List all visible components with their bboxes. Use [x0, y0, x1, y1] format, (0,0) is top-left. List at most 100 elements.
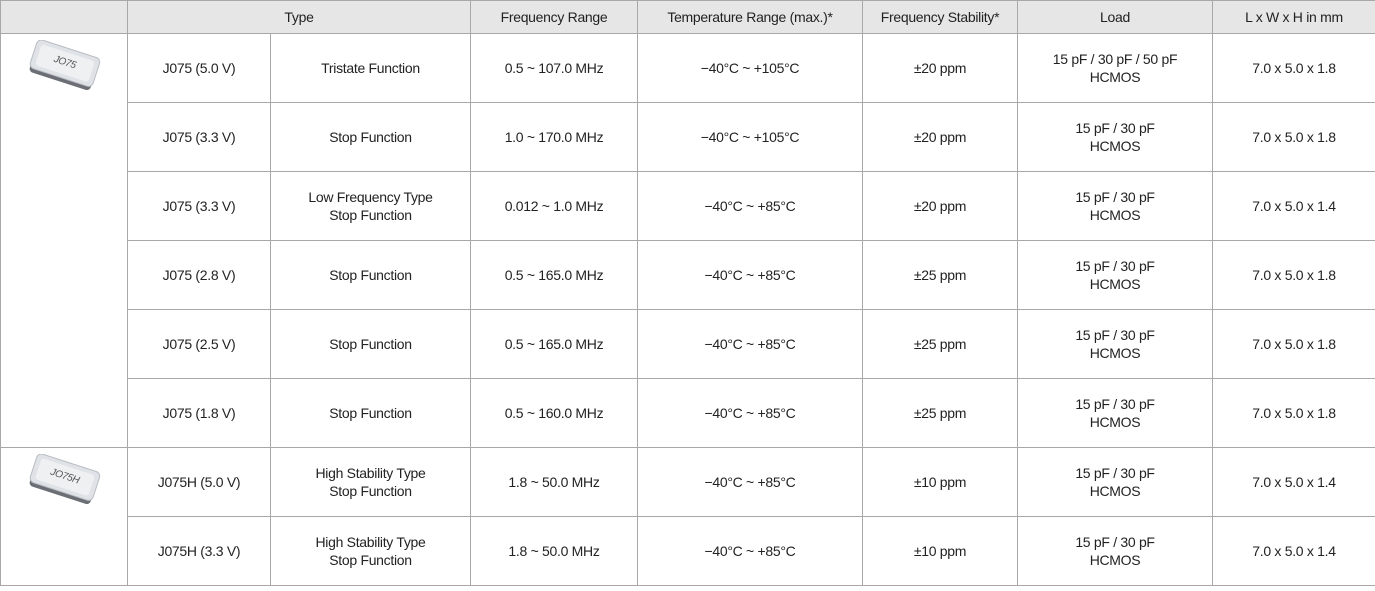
product-image: JO75H	[29, 453, 101, 505]
image-cell: JO75	[0, 33, 128, 448]
cell-line: Low Frequency Type	[308, 189, 433, 205]
header-cell: Frequency Range	[470, 0, 638, 34]
table-row: JO75H J075H (5.0 V) High Stability Type Sto…	[0, 447, 1375, 586]
cell-line: 15 pF / 30 pF	[1075, 327, 1155, 343]
table-cell: −40°C ~ +85°C	[637, 309, 863, 379]
table-cell: Low Frequency Type Stop Function	[270, 171, 471, 241]
cell-line: 15 pF / 30 pF	[1075, 189, 1155, 205]
table-row: J075 (2.5 V) Stop Function 0.5 ~ 165.0 MHz…	[1, 309, 1375, 379]
table-cell: −40°C ~ +85°C	[637, 378, 863, 448]
table-cell: J075 (5.0 V)	[127, 33, 271, 103]
table-cell: ±25 ppm	[862, 378, 1018, 448]
table-cell: 0.5 ~ 165.0 MHz	[470, 309, 638, 379]
cell-line: Stop Function	[329, 483, 412, 499]
cell-line: 15 pF / 30 pF	[1075, 120, 1155, 136]
cell-line: HCMOS	[1089, 414, 1141, 430]
table-cell: Stop Function	[270, 309, 471, 379]
cell-line: HCMOS	[1089, 207, 1141, 223]
table-cell: 15 pF / 30 pF / 50 pF HCMOS	[1017, 33, 1213, 103]
cell-line: 15 pF / 30 pF	[1075, 534, 1155, 550]
table-cell: −40°C ~ +85°C	[637, 240, 863, 310]
header-cell: Load	[1017, 0, 1213, 34]
header-cell: Type	[127, 0, 471, 34]
cell-line: HCMOS	[1089, 552, 1141, 568]
table-cell: 1.8 ~ 50.0 MHz	[470, 447, 638, 517]
header-cell: L x W x H in mm	[1212, 0, 1375, 34]
table-cell: −40°C ~ +105°C	[637, 102, 863, 172]
cell-line: 15 pF / 30 pF	[1075, 258, 1155, 274]
cell-line: Stop Function	[329, 552, 412, 568]
table-cell: 7.0 x 5.0 x 1.8	[1212, 33, 1375, 103]
table-cell: 7.0 x 5.0 x 1.4	[1212, 447, 1375, 517]
table-cell: 15 pF / 30 pF HCMOS	[1017, 378, 1213, 448]
table-cell: 15 pF / 30 pF HCMOS	[1017, 516, 1213, 586]
table-cell: 7.0 x 5.0 x 1.8	[1212, 378, 1375, 448]
cell-line: HCMOS	[1089, 345, 1141, 361]
header-cell: Frequency Stability*	[862, 0, 1018, 34]
table-cell: 0.5 ~ 165.0 MHz	[470, 240, 638, 310]
cell-line: HCMOS	[1089, 138, 1141, 154]
table-row: J075 (2.8 V) Stop Function 0.5 ~ 165.0 MHz…	[1, 240, 1375, 310]
table-cell: 0.5 ~ 160.0 MHz	[470, 378, 638, 448]
table-cell: ±10 ppm	[862, 447, 1018, 517]
table-cell: 1.8 ~ 50.0 MHz	[470, 516, 638, 586]
header-cell: Temperature Range (max.)*	[637, 0, 863, 34]
table-row: J075H (3.3 V) High Stability Type Stop Fun…	[1, 516, 1375, 586]
table-cell: 7.0 x 5.0 x 1.8	[1212, 309, 1375, 379]
table-cell: J075 (1.8 V)	[127, 378, 271, 448]
table-cell: −40°C ~ +85°C	[637, 516, 863, 586]
header-row: Type Frequency Range Temperature Range (ma…	[0, 0, 1375, 34]
cell-line: High Stability Type	[315, 534, 426, 550]
table-cell: 15 pF / 30 pF HCMOS	[1017, 171, 1213, 241]
table-cell: 1.0 ~ 170.0 MHz	[470, 102, 638, 172]
cell-line: HCMOS	[1089, 276, 1141, 292]
table-cell: −40°C ~ +105°C	[637, 33, 863, 103]
table-cell: Stop Function	[270, 378, 471, 448]
table-cell: 7.0 x 5.0 x 1.8	[1212, 240, 1375, 310]
table-cell: Tristate Function	[270, 33, 471, 103]
table-cell: J075 (3.3 V)	[127, 102, 271, 172]
table-cell: 15 pF / 30 pF HCMOS	[1017, 447, 1213, 517]
table-cell: Stop Function	[270, 102, 471, 172]
table-cell: High Stability Type Stop Function	[270, 447, 471, 517]
table-cell: −40°C ~ +85°C	[637, 447, 863, 517]
table-cell: 7.0 x 5.0 x 1.8	[1212, 102, 1375, 172]
table-cell: J075H (5.0 V)	[127, 447, 271, 517]
product-image: JO75	[29, 39, 101, 91]
table-cell: 7.0 x 5.0 x 1.4	[1212, 516, 1375, 586]
table-cell: 7.0 x 5.0 x 1.4	[1212, 171, 1375, 241]
table-cell: ±20 ppm	[862, 171, 1018, 241]
table-cell: −40°C ~ +85°C	[637, 171, 863, 241]
cell-line: 15 pF / 30 pF	[1075, 465, 1155, 481]
table-row: J075 (1.8 V) Stop Function 0.5 ~ 160.0 MHz…	[1, 378, 1375, 448]
table-cell: ±20 ppm	[862, 102, 1018, 172]
table-row: J075 (3.3 V) Low Frequency Type Stop Funct…	[1, 171, 1375, 241]
cell-line: High Stability Type	[315, 465, 426, 481]
table-row: J075 (3.3 V) Stop Function 1.0 ~ 170.0 MHz…	[1, 102, 1375, 172]
table-cell: ±10 ppm	[862, 516, 1018, 586]
table-cell: Stop Function	[270, 240, 471, 310]
table-cell: ±20 ppm	[862, 33, 1018, 103]
table-cell: J075H (3.3 V)	[127, 516, 271, 586]
table-body: JO75 J075 (5.0 V) Tristate Function 0.5 ~ 1…	[0, 33, 1375, 586]
table-cell: 15 pF / 30 pF HCMOS	[1017, 309, 1213, 379]
cell-line: Stop Function	[329, 207, 412, 223]
header-cell	[0, 0, 128, 34]
cell-line: 15 pF / 30 pF / 50 pF	[1052, 51, 1178, 67]
table-cell: 0.012 ~ 1.0 MHz	[470, 171, 638, 241]
table-cell: 15 pF / 30 pF HCMOS	[1017, 240, 1213, 310]
table-row: JO75 J075 (5.0 V) Tristate Function 0.5 ~ 1…	[0, 33, 1375, 448]
table-cell: ±25 ppm	[862, 240, 1018, 310]
cell-line: HCMOS	[1089, 483, 1141, 499]
table-cell: J075 (3.3 V)	[127, 171, 271, 241]
cell-line: 15 pF / 30 pF	[1075, 396, 1155, 412]
table-cell: ±25 ppm	[862, 309, 1018, 379]
image-cell: JO75H	[0, 447, 128, 586]
table-cell: High Stability Type Stop Function	[270, 516, 471, 586]
cell-line: HCMOS	[1089, 69, 1141, 85]
table-cell: J075 (2.8 V)	[127, 240, 271, 310]
table-cell: 0.5 ~ 107.0 MHz	[470, 33, 638, 103]
table-cell: 15 pF / 30 pF HCMOS	[1017, 102, 1213, 172]
